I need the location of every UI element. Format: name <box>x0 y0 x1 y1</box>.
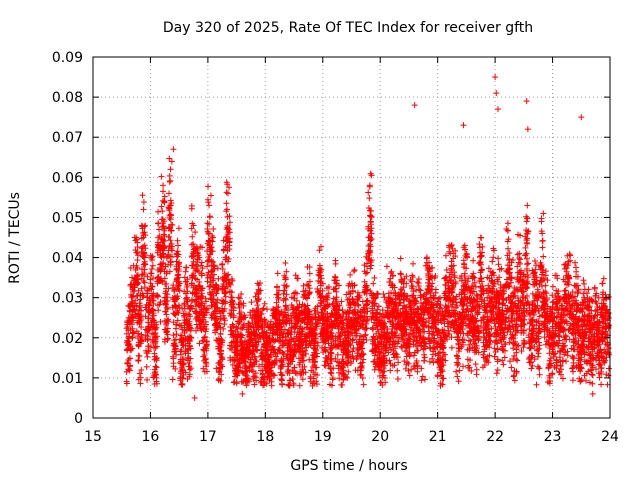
data-point <box>150 297 157 304</box>
data-point <box>141 279 148 286</box>
data-point <box>130 306 137 313</box>
chart-title: Day 320 of 2025, Rate Of TEC Index for r… <box>163 20 533 36</box>
data-point <box>140 232 147 239</box>
data-point <box>139 334 146 341</box>
data-point <box>140 199 147 206</box>
data-point <box>138 324 145 331</box>
data-point <box>141 271 148 278</box>
data-point <box>143 301 150 308</box>
data-point <box>134 276 141 283</box>
data-point <box>140 253 147 260</box>
data-point <box>140 243 147 250</box>
data-point <box>149 262 156 269</box>
data-point <box>146 302 153 309</box>
grid-lines <box>93 57 610 418</box>
data-point <box>138 266 145 273</box>
data-point <box>132 237 139 244</box>
data-point <box>147 270 154 277</box>
data-point <box>144 287 151 294</box>
data-point <box>136 306 143 313</box>
data-point <box>133 272 140 279</box>
data-point <box>144 273 151 280</box>
data-point <box>127 308 134 315</box>
data-point <box>148 293 155 300</box>
data-point <box>143 350 150 357</box>
data-points <box>123 74 613 401</box>
data-point <box>134 257 141 264</box>
data-point <box>128 347 135 354</box>
data-point <box>142 335 149 342</box>
data-point <box>147 276 154 283</box>
data-point <box>130 314 137 321</box>
data-point <box>135 352 142 359</box>
data-point <box>133 292 140 299</box>
data-point <box>148 283 155 290</box>
data-point <box>141 229 148 236</box>
data-point <box>142 222 149 229</box>
data-point <box>124 360 131 367</box>
data-point <box>135 330 142 337</box>
data-point <box>129 293 136 300</box>
data-point <box>136 320 143 327</box>
data-point <box>141 266 148 273</box>
data-point <box>133 236 140 243</box>
data-point <box>147 252 154 259</box>
data-point <box>140 278 147 285</box>
data-point <box>144 376 151 383</box>
data-point <box>136 370 143 377</box>
data-point <box>132 247 139 254</box>
data-point <box>143 363 150 370</box>
data-point <box>135 376 142 383</box>
data-point <box>131 307 138 314</box>
data-point <box>123 380 130 387</box>
data-point <box>138 235 145 242</box>
data-point <box>128 321 135 328</box>
data-point <box>125 341 132 348</box>
data-point <box>123 330 130 337</box>
data-point <box>135 343 142 350</box>
data-point <box>139 223 146 230</box>
data-point <box>144 294 151 301</box>
data-point <box>124 359 131 366</box>
data-point <box>148 286 155 293</box>
data-point <box>128 298 135 305</box>
data-point <box>138 317 145 324</box>
data-point <box>131 284 138 291</box>
data-point <box>138 366 145 373</box>
data-point <box>140 206 147 213</box>
data-point <box>141 258 148 265</box>
data-point <box>135 280 142 287</box>
data-point <box>149 292 156 299</box>
data-point <box>132 266 139 273</box>
data-point <box>142 261 149 268</box>
data-point <box>149 256 156 263</box>
data-point <box>137 312 144 319</box>
data-point <box>135 287 142 294</box>
data-point <box>139 192 146 199</box>
data-point <box>125 366 132 373</box>
data-point <box>149 283 156 290</box>
data-point <box>137 380 144 387</box>
data-point <box>127 303 134 310</box>
data-point <box>129 330 136 337</box>
data-point <box>125 356 132 363</box>
data-point <box>144 353 151 360</box>
data-point <box>140 293 147 300</box>
data-point <box>149 275 156 282</box>
data-point <box>132 297 139 304</box>
